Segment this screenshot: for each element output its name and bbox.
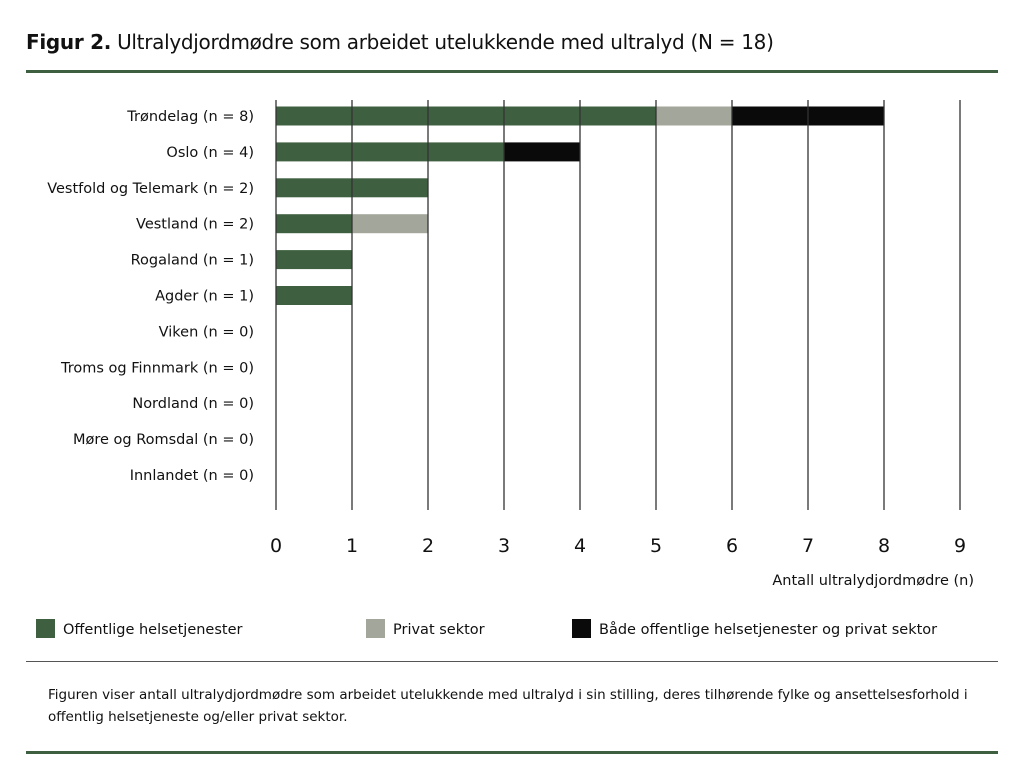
bar-segment-1-2 [504, 142, 580, 162]
bar-chart: Trøndelag (n = 8) Oslo (n = 4) Vestfold og… [36, 100, 974, 638]
bar-segment-0-1 [656, 106, 732, 126]
x-tick-label: 5 [650, 535, 662, 557]
bar-segment-4-0 [276, 250, 352, 270]
x-tick-label: 1 [346, 535, 358, 557]
category-label: Troms og Finnmark (n = 0) [60, 360, 254, 376]
category-label: Møre og Romsdal (n = 0) [73, 432, 254, 448]
x-tick-label: 3 [498, 535, 510, 557]
figure-label: Figur 2. [26, 30, 112, 54]
category-label: Vestland (n = 2) [136, 217, 254, 233]
category-label: Rogaland (n = 1) [131, 253, 254, 269]
legend-label: Privat sektor [393, 622, 485, 638]
x-axis-label: Antall ultralydjordmødre (n) [772, 573, 974, 589]
category-label: Trøndelag (n = 8) [126, 109, 254, 125]
bar-segment-0-0 [276, 106, 656, 126]
legend-swatch-1 [366, 619, 385, 638]
x-tick-label: 9 [954, 535, 966, 557]
bar-segment-3-0 [276, 214, 352, 234]
bottom-rule [26, 751, 998, 754]
legend-swatch-2 [572, 619, 591, 638]
figure-title: Figur 2. Ultralydjordmødre som arbeidet … [26, 30, 774, 54]
x-tick-label: 2 [422, 535, 434, 557]
category-label: Vestfold og Telemark (n = 2) [47, 181, 254, 197]
x-tick-label: 8 [878, 535, 890, 557]
category-label: Agder (n = 1) [155, 289, 254, 305]
middle-rule [26, 661, 998, 662]
legend-label: Offentlige helsetjenester [63, 622, 243, 638]
top-rule [26, 70, 998, 73]
legend-swatch-0 [36, 619, 55, 638]
x-tick-label: 0 [270, 535, 282, 557]
category-label: Innlandet (n = 0) [130, 468, 254, 484]
figure-title-text: Ultralydjordmødre som arbeidet utelukken… [117, 30, 774, 54]
bar-segment-5-0 [276, 286, 352, 305]
legend-label: Både offentlige helsetjenester og privat… [599, 621, 937, 638]
x-tick-label: 6 [726, 535, 738, 557]
bar-segment-3-1 [352, 214, 428, 234]
category-label: Nordland (n = 0) [132, 396, 254, 412]
x-tick-label: 7 [802, 535, 814, 557]
figure-caption: Figuren viser antall ultralydjordmødre s… [48, 687, 968, 725]
x-tick-label: 4 [574, 535, 586, 557]
bar-segment-1-0 [276, 142, 504, 162]
category-label: Oslo (n = 4) [166, 145, 254, 161]
category-label: Viken (n = 0) [159, 324, 254, 340]
